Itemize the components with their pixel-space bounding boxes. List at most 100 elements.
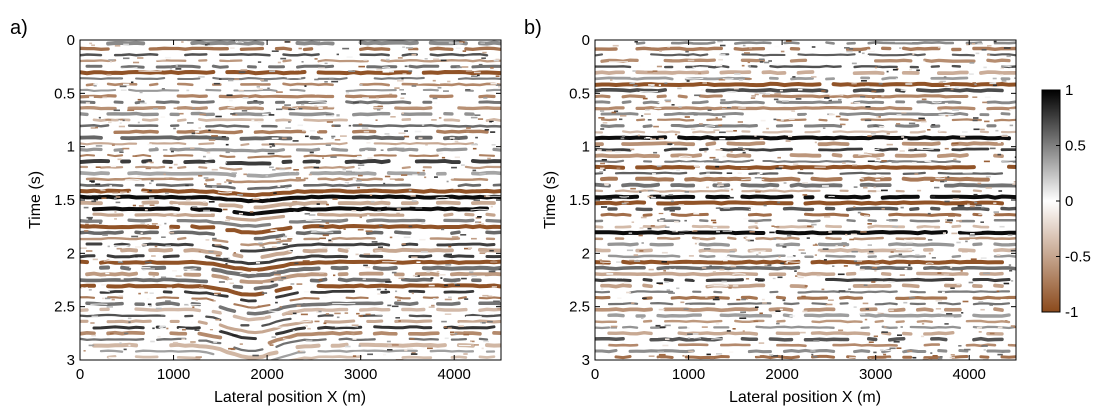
noise-speckle [874, 257, 878, 260]
noise-speckle [192, 107, 196, 110]
noise-speckle [726, 330, 731, 332]
noise-speckle [715, 116, 718, 119]
noise-speckle [274, 270, 277, 272]
noise-speckle [664, 226, 670, 228]
noise-speckle [838, 329, 844, 332]
noise-speckle [774, 226, 780, 228]
noise-speckle [639, 250, 644, 252]
noise-speckle [288, 121, 291, 123]
noise-speckle [730, 188, 734, 191]
noise-speckle [927, 212, 931, 215]
noise-speckle [472, 147, 477, 150]
noise-speckle [214, 293, 218, 296]
noise-speckle [139, 91, 143, 94]
noise-speckle [190, 321, 193, 324]
wiggle-trace [499, 117, 501, 120]
noise-speckle [150, 180, 154, 182]
noise-speckle [611, 111, 617, 114]
noise-speckle [395, 290, 398, 293]
noise-speckle [814, 141, 817, 144]
noise-speckle [785, 262, 788, 264]
noise-speckle [993, 40, 997, 43]
noise-speckle [292, 330, 296, 332]
wiggle-trace [403, 50, 423, 52]
noise-speckle [108, 59, 115, 61]
noise-speckle [214, 244, 222, 246]
noise-speckle [683, 308, 689, 310]
noise-speckle [223, 257, 230, 260]
wiggle-trace [741, 178, 765, 181]
reflector-band [607, 343, 1016, 348]
noise-speckle [491, 286, 497, 288]
reflector-band [595, 277, 1011, 283]
noise-speckle [1013, 181, 1016, 183]
noise-speckle [630, 76, 634, 78]
noise-speckle [597, 149, 602, 151]
noise-speckle [224, 181, 227, 183]
noise-speckle [749, 47, 753, 49]
noise-speckle [665, 338, 670, 340]
noise-speckle [89, 42, 93, 45]
noise-speckle [277, 61, 281, 64]
noise-speckle [664, 82, 668, 85]
noise-speckle [313, 166, 320, 169]
noise-speckle [295, 177, 301, 179]
wiggle-trace [705, 283, 729, 286]
noise-speckle [327, 105, 334, 108]
noise-speckle [686, 80, 690, 82]
noise-speckle [271, 137, 279, 140]
noise-speckle [874, 270, 877, 272]
noise-speckle [943, 273, 950, 276]
noise-speckle [978, 331, 982, 333]
noise-speckle [980, 257, 987, 259]
noise-speckle [118, 295, 124, 298]
reflector-band [80, 200, 496, 210]
noise-speckle [240, 69, 248, 71]
noise-speckle [969, 205, 975, 208]
wiggle-trace [305, 139, 321, 141]
reflector-band [106, 355, 496, 360]
noise-speckle [814, 254, 817, 256]
noise-speckle [343, 228, 346, 230]
noise-speckle [396, 208, 401, 210]
noise-speckle [472, 169, 477, 172]
noise-speckle [219, 78, 222, 80]
noise-speckle [135, 246, 142, 248]
noise-speckle [881, 176, 885, 178]
noise-speckle [867, 244, 872, 246]
noise-speckle [983, 160, 990, 163]
noise-speckle [432, 97, 438, 100]
noise-speckle [877, 95, 881, 97]
noise-speckle [440, 277, 443, 279]
noise-speckle [686, 54, 690, 57]
reflector-band [80, 46, 501, 52]
noise-speckle [956, 283, 961, 286]
noise-speckle [397, 341, 402, 343]
noise-speckle [308, 214, 316, 216]
noise-speckle [391, 344, 399, 346]
wiggle-trace [495, 329, 501, 332]
panel-b-xlabel: Lateral position X (m) [729, 389, 881, 406]
panel-b-ylabel: Time (s) [542, 171, 559, 229]
noise-speckle [802, 182, 808, 184]
noise-speckle [352, 101, 359, 104]
noise-speckle [822, 127, 826, 129]
noise-speckle [758, 58, 765, 61]
noise-speckle [1000, 299, 1007, 301]
noise-speckle [86, 250, 93, 252]
noise-speckle [448, 296, 452, 299]
noise-speckle [600, 167, 605, 170]
noise-speckle [161, 88, 165, 90]
noise-speckle [477, 216, 482, 218]
noise-speckle [495, 75, 500, 77]
noise-speckle [410, 353, 418, 355]
wiggle-trace [435, 196, 450, 199]
noise-speckle [166, 287, 173, 290]
noise-speckle [851, 82, 857, 85]
noise-speckle [888, 281, 895, 283]
noise-speckle [365, 150, 368, 152]
noise-speckle [208, 157, 213, 160]
noise-speckle [650, 225, 655, 227]
noise-speckle [198, 250, 201, 253]
noise-speckle [497, 308, 501, 310]
